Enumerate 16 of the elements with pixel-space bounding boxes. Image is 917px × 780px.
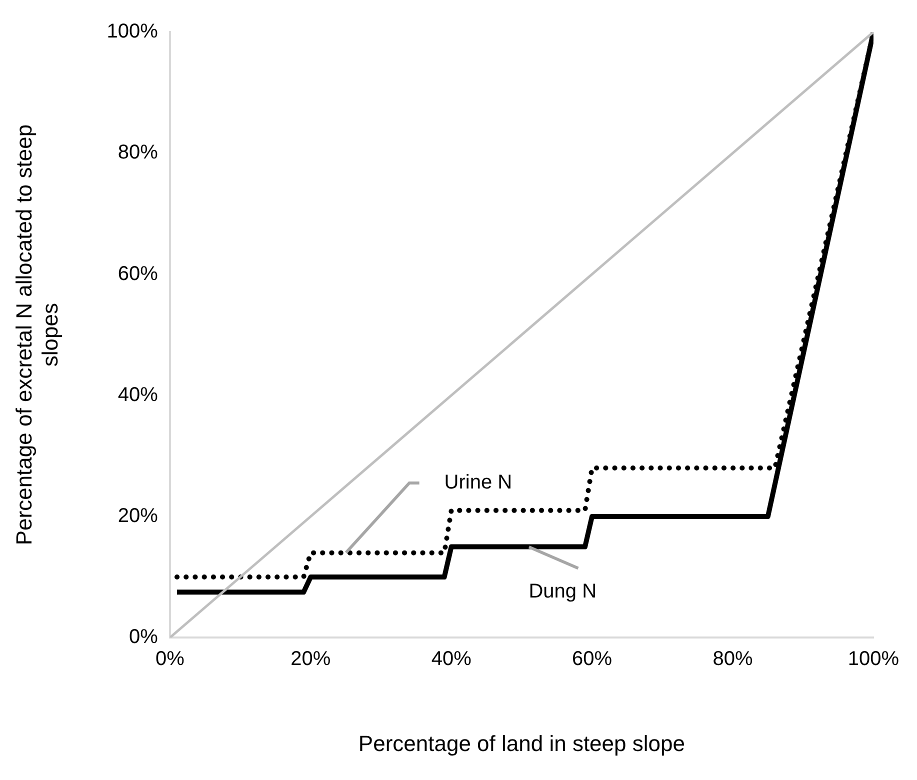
x-tick-label: 40% <box>431 648 472 670</box>
series-label: Dung N <box>528 580 597 603</box>
y-tick-label: 60% <box>118 262 158 285</box>
y-tick-label: 20% <box>118 504 158 527</box>
series-label: Urine N <box>444 472 512 494</box>
y-tick-label: 0% <box>129 626 158 648</box>
x-tick-label: 100% <box>848 648 900 670</box>
x-axis-title: Percentage of land in steep slope <box>358 730 685 756</box>
x-tick-label: 60% <box>572 648 612 670</box>
x-tick-label: 0% <box>156 648 185 670</box>
y-tick-label: 40% <box>118 384 158 406</box>
y-axis-title: Percentage of excretal N allocated to steep slopes <box>11 124 63 546</box>
x-tick-label: 80% <box>712 648 753 670</box>
x-tick-label: 20% <box>290 648 331 670</box>
y-tick-label: 100% <box>106 20 158 43</box>
y-tick-label: 80% <box>118 142 158 164</box>
